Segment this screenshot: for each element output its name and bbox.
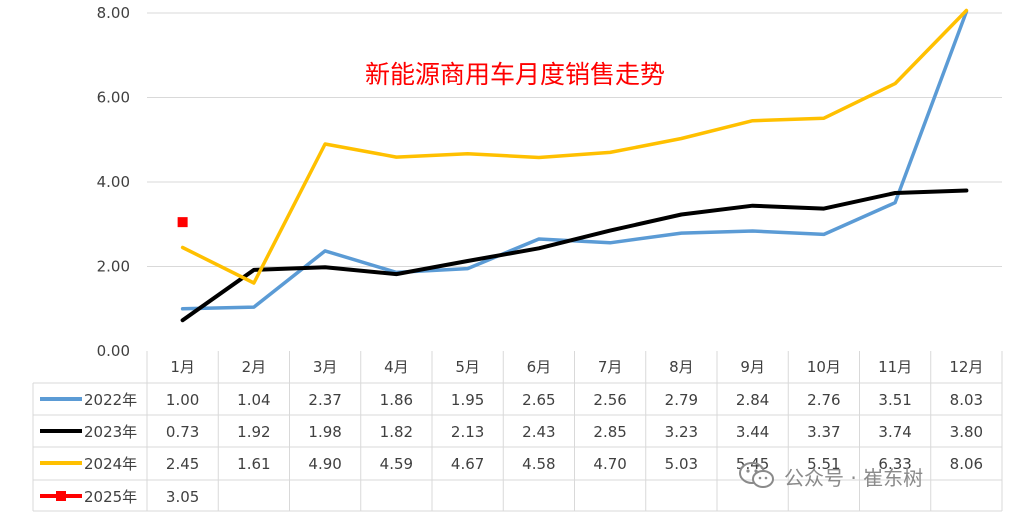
data-value-label: 2.56 — [593, 391, 626, 409]
watermark-text: 公众号 · 崔东树 — [784, 465, 924, 490]
legend-marker — [56, 491, 66, 501]
data-value-label: 4.58 — [522, 455, 555, 473]
data-value-label: 3.05 — [166, 488, 199, 506]
chart-title: 新能源商用车月度销售走势 — [365, 60, 665, 89]
data-value-label: 4.70 — [593, 455, 626, 473]
data-value-label: 5.51 — [807, 455, 840, 473]
data-value-label: 3.44 — [736, 423, 769, 441]
x-category-label: 6月 — [527, 358, 552, 376]
data-value-label: 1.00 — [166, 391, 199, 409]
data-value-label: 1.61 — [237, 455, 270, 473]
data-value-label: 3.51 — [878, 391, 911, 409]
data-value-label: 2.65 — [522, 391, 555, 409]
watermark: 公众号 · 崔东树 — [738, 456, 923, 496]
x-category-label: 10月 — [807, 358, 841, 376]
data-value-label: 1.86 — [380, 391, 413, 409]
gridlines — [147, 12, 1002, 267]
legend-label: 2024年 — [84, 455, 137, 473]
data-value-label: 2.37 — [308, 391, 341, 409]
series-line — [180, 9, 969, 311]
x-category-label: 9月 — [740, 358, 765, 376]
data-value-label: 2.45 — [166, 455, 199, 473]
y-tick-label: 8.00 — [97, 4, 130, 22]
y-tick-label: 0.00 — [97, 342, 130, 360]
data-value-label: 2.84 — [736, 391, 769, 409]
legend-label: 2023年 — [84, 423, 137, 441]
data-value-label: 1.92 — [237, 423, 270, 441]
wechat-icon — [739, 462, 774, 488]
data-value-label: 2.79 — [665, 391, 698, 409]
data-value-label: 2.76 — [807, 391, 840, 409]
data-value-label: 4.90 — [308, 455, 341, 473]
x-category-label: 7月 — [598, 358, 623, 376]
data-value-label: 6.33 — [878, 455, 911, 473]
data-value-label: 2.13 — [451, 423, 484, 441]
y-tick-label: 4.00 — [97, 173, 130, 191]
series-lines — [177, 8, 969, 323]
x-category-label: 12月 — [949, 358, 983, 376]
y-tick-label: 2.00 — [97, 258, 130, 276]
x-category-label: 5月 — [455, 358, 480, 376]
legend-label: 2025年 — [84, 488, 137, 506]
data-value-label: 2.85 — [593, 423, 626, 441]
data-value-label: 0.73 — [166, 423, 199, 441]
data-value-label: 4.67 — [451, 455, 484, 473]
data-value-label: 3.74 — [878, 423, 911, 441]
data-point-marker — [177, 217, 188, 228]
x-category-label: 8月 — [669, 358, 694, 376]
data-value-label: 1.82 — [380, 423, 413, 441]
y-tick-label: 6.00 — [97, 89, 130, 107]
series-line — [180, 8, 969, 285]
data-value-label: 3.80 — [950, 423, 983, 441]
legend-label: 2022年 — [84, 391, 137, 409]
data-value-label: 3.23 — [665, 423, 698, 441]
data-value-label: 8.06 — [950, 455, 983, 473]
series-line — [180, 188, 969, 323]
data-value-label: 5.03 — [665, 455, 698, 473]
data-value-label: 4.59 — [380, 455, 413, 473]
x-category-label: 11月 — [878, 358, 912, 376]
data-value-label: 8.03 — [950, 391, 983, 409]
data-value-label: 1.95 — [451, 391, 484, 409]
y-axis: 0.00 2.00 4.00 6.00 8.00 — [97, 4, 130, 360]
data-table: 1月 2月 3月 4月 5月 6月 7月 8月 9月 10月 11月 12月 2022年 1.00 1.04… — [32, 351, 1003, 512]
data-value-label: 3.37 — [807, 423, 840, 441]
data-value-label: 2.43 — [522, 423, 555, 441]
x-category-label: 4月 — [384, 358, 409, 376]
x-category-label: 3月 — [313, 358, 338, 376]
data-value-label: 1.98 — [308, 423, 341, 441]
data-value-label: 1.04 — [237, 391, 270, 409]
x-category-label: 2月 — [242, 358, 267, 376]
x-category-label: 1月 — [170, 358, 195, 376]
